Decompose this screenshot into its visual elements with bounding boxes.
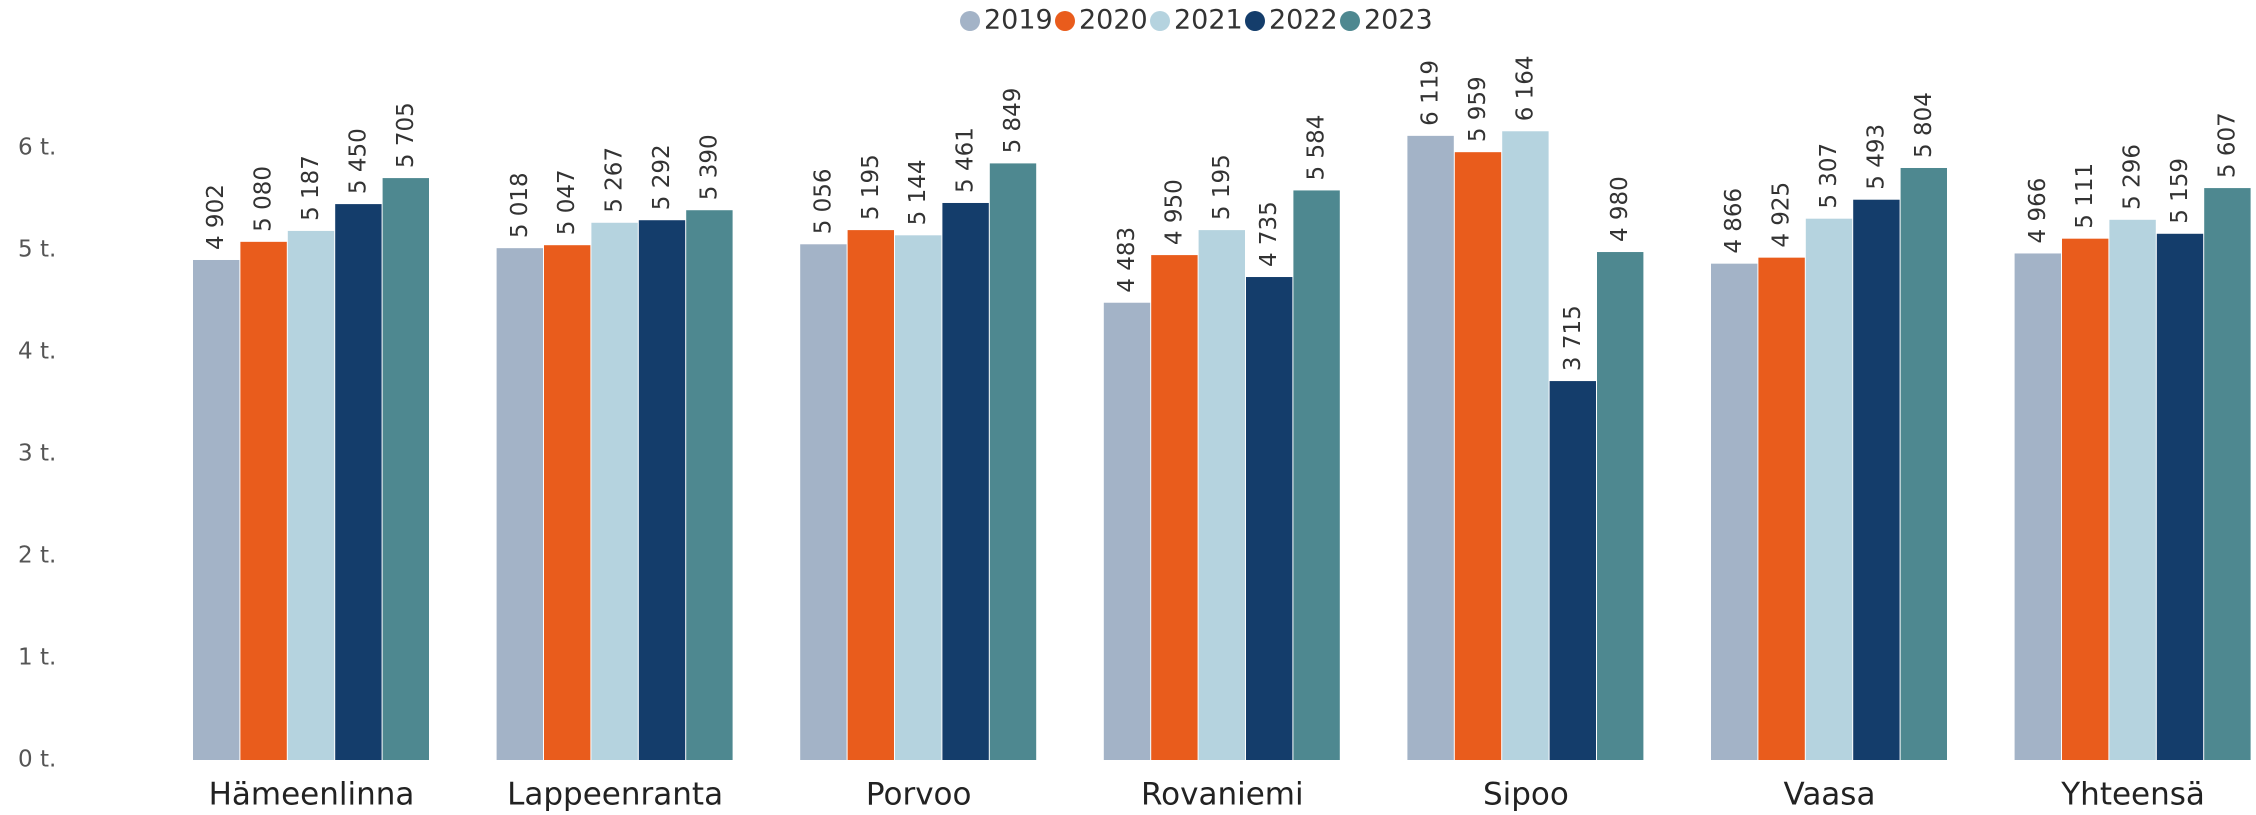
value-label: 5 607: [2214, 112, 2240, 178]
bar: [895, 235, 942, 760]
y-tick-label: 3 t.: [18, 441, 56, 467]
value-label: 5 159: [2167, 158, 2193, 224]
y-tick-label: 4 t.: [18, 339, 56, 365]
value-label: 5 267: [602, 147, 628, 213]
value-label: 5 296: [2120, 144, 2146, 210]
value-label: 5 292: [649, 144, 675, 210]
y-tick-label: 2 t.: [18, 543, 56, 569]
x-tick-label: Rovaniemi: [1141, 777, 1304, 813]
bar: [2156, 233, 2204, 761]
bar: [2014, 253, 2061, 760]
value-label: 5 450: [345, 128, 371, 194]
value-label: 3 715: [1560, 305, 1586, 371]
value-label: 4 925: [1769, 182, 1795, 248]
value-label: 5 493: [1863, 124, 1889, 190]
value-label: 5 849: [1000, 88, 1026, 154]
legend-swatch: [1055, 11, 1075, 31]
bar: [382, 178, 429, 761]
legend-label: 2019: [984, 5, 1053, 36]
value-label: 4 866: [1721, 188, 1747, 254]
bar: [2062, 238, 2109, 761]
bar: [1549, 381, 1596, 760]
bar: [1805, 218, 1853, 760]
value-label: 4 735: [1256, 201, 1282, 267]
value-label: 5 461: [953, 127, 979, 193]
x-tick-label: Hämeenlinna: [209, 777, 415, 813]
value-label: 5 584: [1304, 115, 1330, 181]
y-tick-label: 0 t.: [18, 747, 56, 773]
bar: [1246, 277, 1293, 760]
bar: [591, 222, 638, 761]
value-label: 5 959: [1465, 76, 1491, 142]
legend-label: 2023: [1364, 5, 1433, 36]
value-label: 5 804: [1911, 92, 1937, 158]
value-label: 4 902: [203, 184, 229, 250]
bar: [544, 245, 591, 760]
legend-label: 2021: [1174, 5, 1243, 36]
legend-label: 2020: [1079, 5, 1148, 36]
legend-label: 2022: [1269, 5, 1338, 36]
value-label: 5 187: [298, 155, 324, 221]
bar: [287, 230, 335, 760]
legend-swatch: [1150, 11, 1170, 31]
y-tick-label: 5 t.: [18, 237, 56, 263]
legend-swatch: [1340, 11, 1360, 31]
value-label: 5 080: [251, 166, 277, 232]
bar: [1502, 131, 1549, 761]
bar: [1711, 263, 1758, 760]
bar: [638, 220, 686, 760]
value-label: 4 950: [1161, 179, 1187, 245]
value-label: 6 119: [1418, 60, 1444, 126]
bar: [847, 230, 894, 761]
bar: [1293, 190, 1340, 760]
value-label: 6 164: [1512, 55, 1538, 121]
value-label: 5 144: [905, 159, 931, 225]
value-label: 4 483: [1114, 227, 1140, 293]
value-label: 5 705: [393, 102, 419, 168]
bar: [1407, 135, 1454, 760]
value-label: 5 047: [554, 169, 580, 235]
bar: [1103, 302, 1151, 760]
x-tick-label: Lappeenranta: [507, 777, 723, 813]
bar: [942, 202, 989, 760]
y-tick-label: 6 t.: [18, 135, 56, 161]
bar: [989, 163, 1037, 761]
x-tick-label: Sipoo: [1483, 777, 1569, 813]
bar: [193, 259, 240, 760]
value-label: 4 966: [2025, 178, 2051, 244]
x-tick-label: Porvoo: [866, 777, 972, 813]
value-label: 5 195: [1209, 154, 1235, 220]
value-label: 5 195: [858, 154, 884, 220]
x-tick-label: Vaasa: [1784, 777, 1876, 813]
bar: [686, 210, 733, 761]
bar: [2109, 219, 2156, 761]
y-tick-label: 1 t.: [18, 645, 56, 671]
value-label: 5 018: [507, 172, 533, 238]
value-label: 5 056: [810, 168, 836, 234]
value-label: 5 390: [696, 134, 722, 200]
bar: [1597, 252, 1644, 761]
bar: [1900, 167, 1947, 760]
x-tick-label: Yhteensä: [2060, 777, 2205, 813]
bar: [335, 204, 382, 761]
value-label: 5 307: [1816, 143, 1842, 209]
legend-swatch: [1245, 11, 1265, 31]
bar: [1758, 257, 1805, 760]
bar: [496, 248, 543, 760]
value-label: 4 980: [1607, 176, 1633, 242]
bar: [800, 244, 847, 761]
value-label: 5 111: [2072, 163, 2098, 229]
legend-swatch: [960, 11, 980, 31]
bar: [1853, 199, 1900, 761]
bar: [1151, 255, 1198, 760]
bar: [2204, 188, 2251, 760]
bar: [240, 241, 287, 761]
bar: [1454, 152, 1502, 760]
bar: [1198, 230, 1245, 761]
